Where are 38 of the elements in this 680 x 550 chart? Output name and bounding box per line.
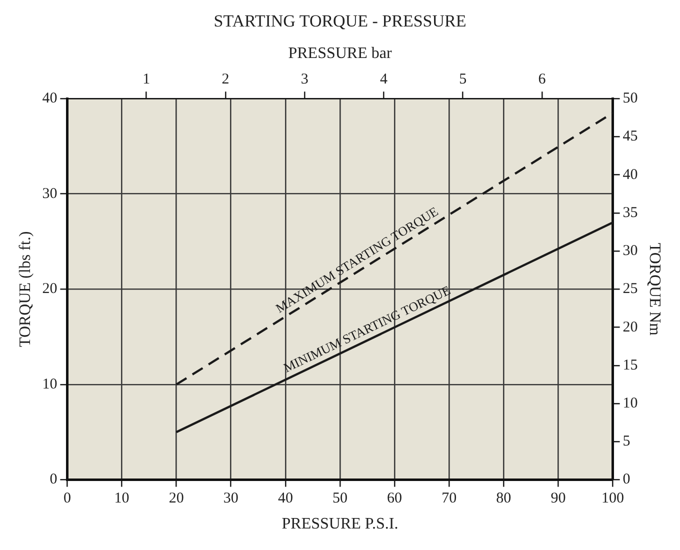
- y2-tick-label: 45: [622, 128, 638, 145]
- y2-tick-label: 10: [622, 395, 638, 412]
- y2-tick-label: 15: [622, 357, 638, 374]
- x-tick-label: 60: [387, 490, 402, 507]
- x-tick-label: 70: [442, 490, 457, 507]
- y2-tick-label: 0: [622, 472, 630, 488]
- x-tick-label: 30: [223, 490, 238, 507]
- x2-axis-title: PRESSURE bar: [288, 45, 392, 62]
- x-tick-label: 10: [114, 490, 130, 507]
- y-tick-label: 10: [42, 376, 58, 392]
- y2-tick-label: 5: [622, 434, 630, 450]
- x2-tick-label: 3: [300, 72, 308, 88]
- y-tick-label: 30: [42, 186, 58, 202]
- x-tick-label: 50: [332, 490, 348, 507]
- x2-tick-label: 6: [538, 72, 546, 88]
- y-axis-title: TORQUE (lbs ft.): [16, 231, 34, 348]
- y2-tick-label: 25: [622, 281, 638, 298]
- x-tick-label: 0: [63, 490, 71, 507]
- y2-tick-label: 30: [622, 243, 638, 260]
- chart-title: STARTING TORQUE - PRESSURE: [214, 12, 466, 31]
- x-tick-label: 80: [496, 490, 512, 507]
- x2-tick-label: 4: [380, 72, 388, 88]
- y-tick-label: 0: [50, 472, 58, 488]
- x2-tick-label: 1: [142, 72, 150, 88]
- y2-tick-label: 40: [622, 166, 638, 183]
- y2-tick-label: 50: [622, 90, 638, 107]
- x-axis-title: PRESSURE P.S.I.: [282, 516, 398, 533]
- y2-axis-title: TORQUE Nm: [646, 242, 664, 336]
- x2-tick-label: 2: [222, 72, 230, 88]
- y-tick-label: 40: [42, 90, 58, 107]
- x-tick-label: 40: [278, 490, 293, 507]
- x2-tick-label: 5: [459, 72, 467, 88]
- x-tick-label: 20: [168, 490, 184, 507]
- x-tick-label: 100: [602, 490, 624, 507]
- y2-tick-label: 35: [622, 204, 638, 221]
- y2-tick-label: 20: [622, 319, 638, 336]
- x-tick-label: 90: [550, 490, 566, 507]
- y-tick-label: 20: [42, 281, 58, 298]
